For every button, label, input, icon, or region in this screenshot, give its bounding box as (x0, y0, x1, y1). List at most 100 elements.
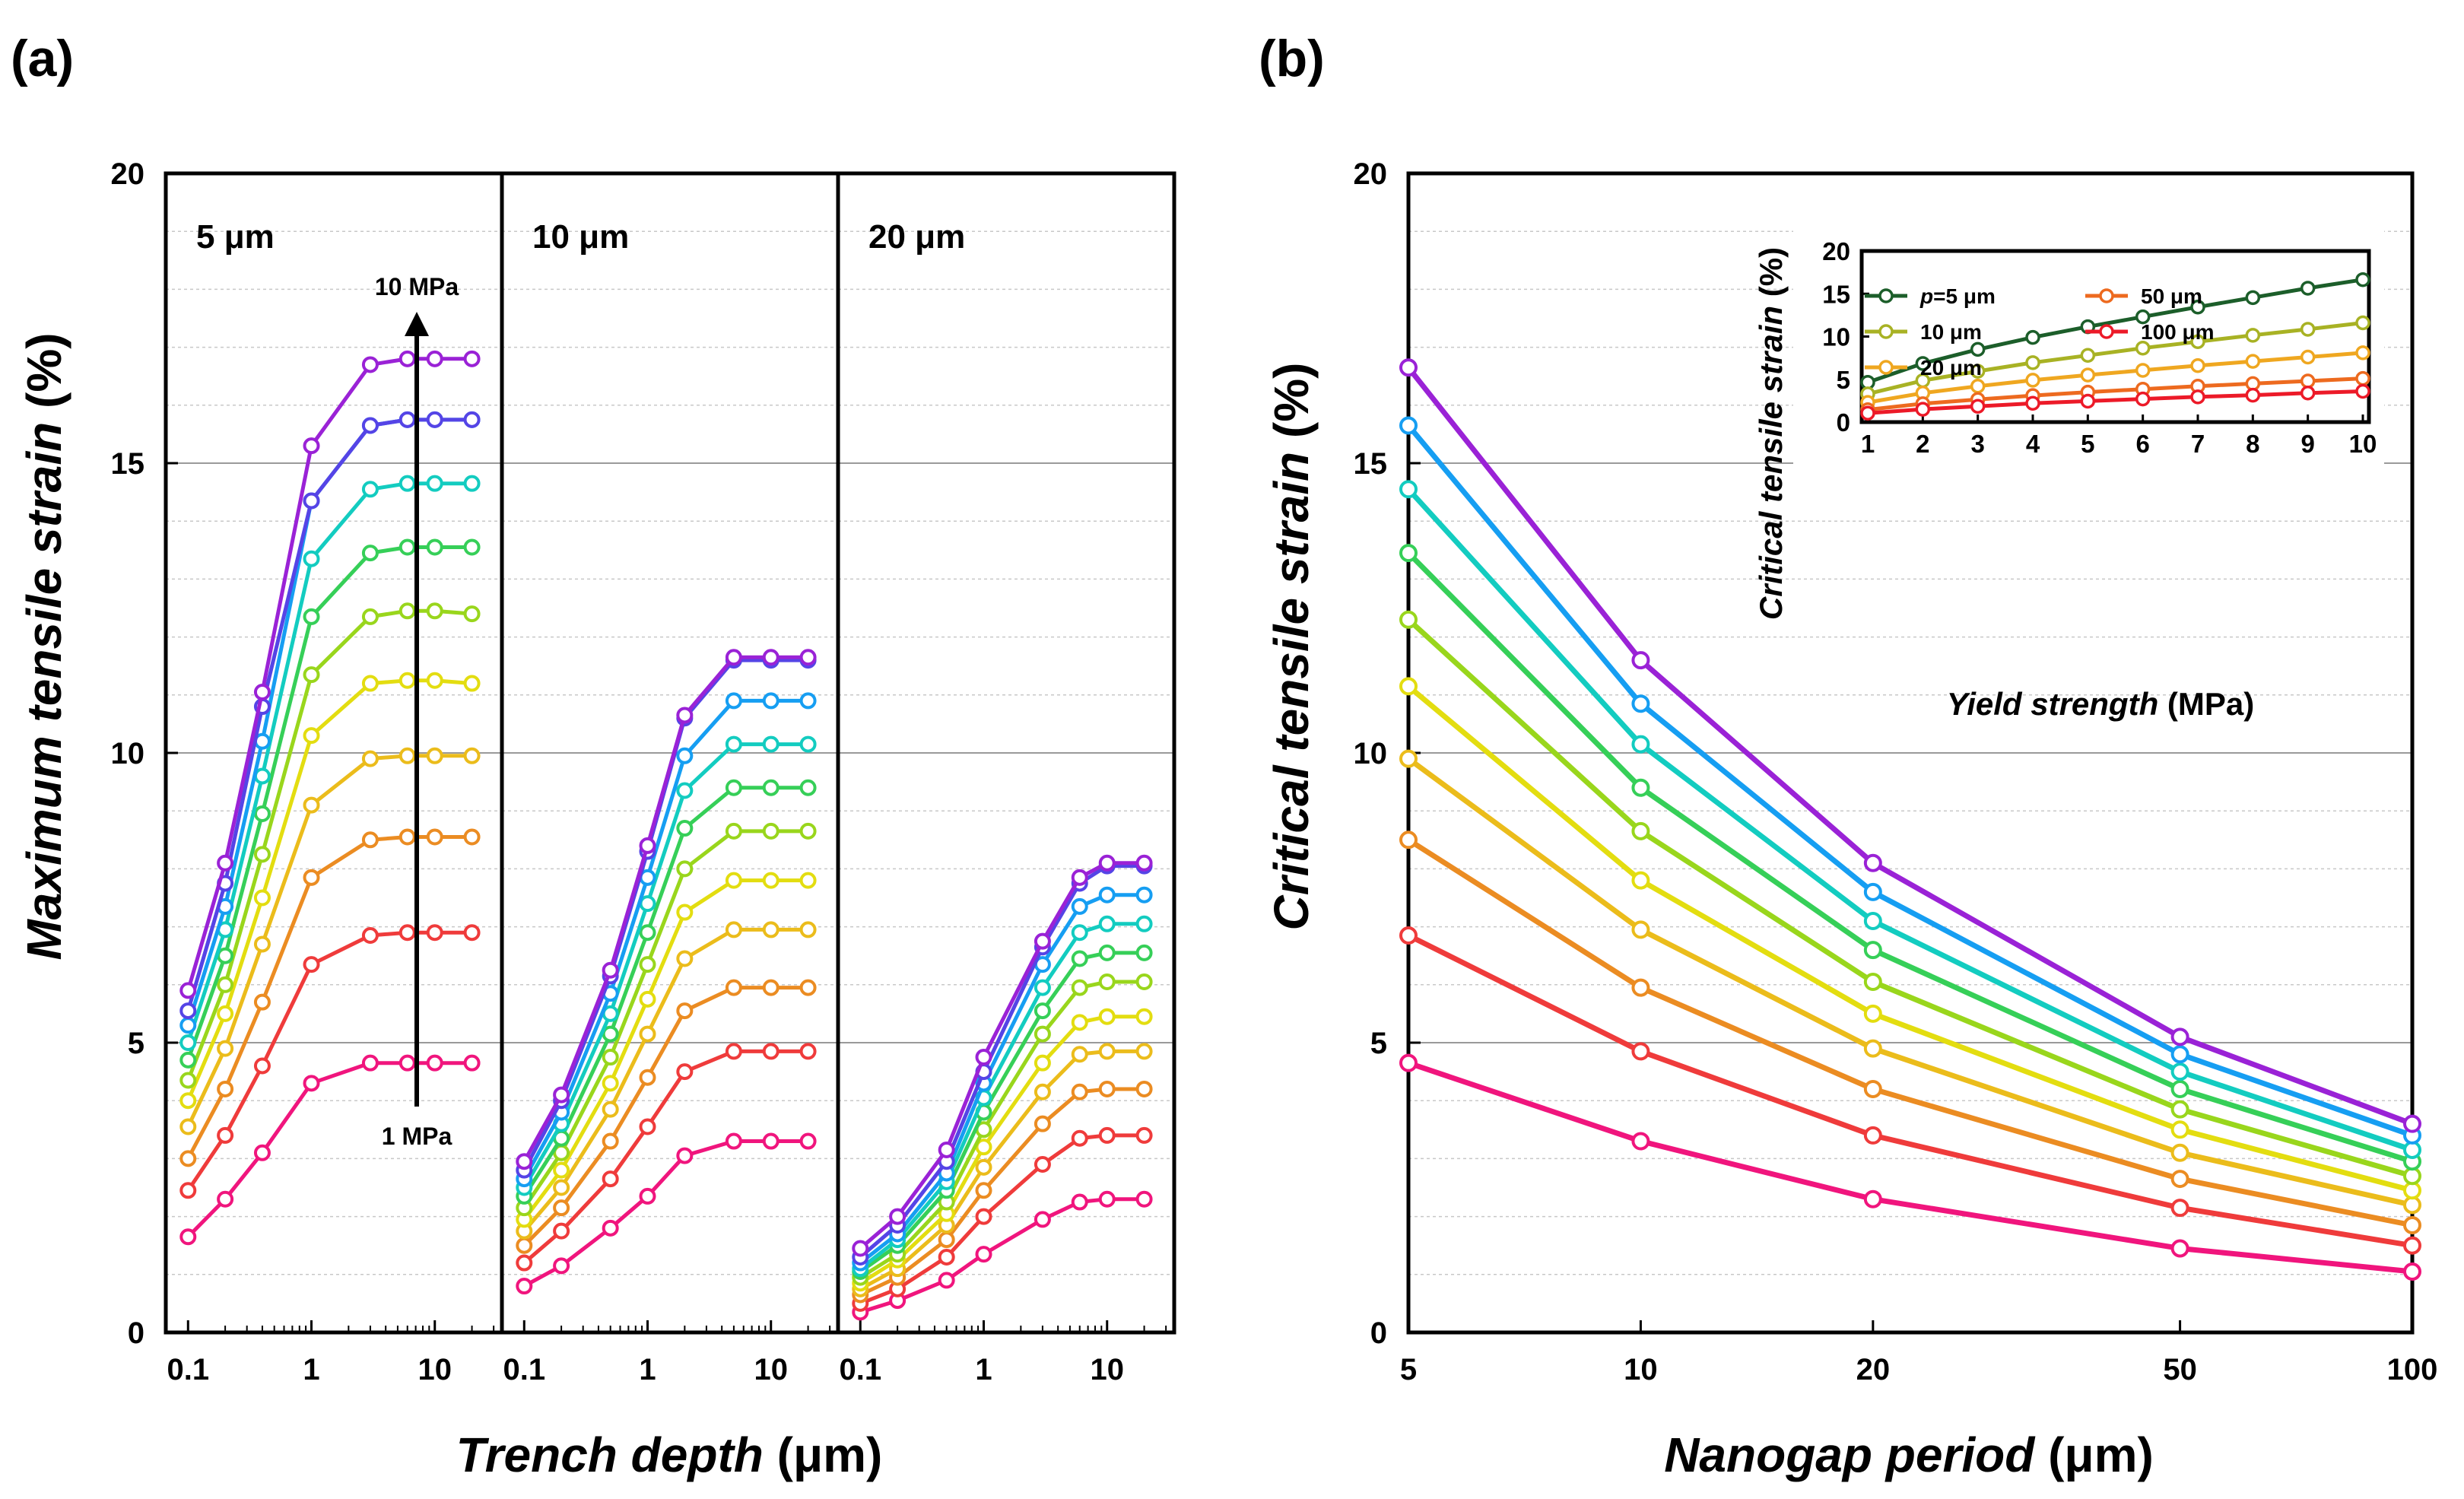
data-point (602, 1219, 619, 1237)
data-point (426, 672, 443, 689)
data-point (1863, 1126, 1882, 1145)
y-tick-label: 10 (1822, 323, 1850, 351)
y-tick-label: 15 (111, 447, 145, 481)
data-point (1071, 1014, 1088, 1031)
data-point (1034, 1054, 1051, 1072)
data-point (1098, 1043, 1116, 1060)
data-point (725, 921, 742, 938)
data-point (639, 1069, 656, 1086)
panel-label-a: (a) (11, 30, 74, 87)
data-point (2403, 1114, 2421, 1133)
data-point (2300, 373, 2316, 389)
data-point (1071, 979, 1088, 996)
data-point (1071, 869, 1088, 886)
x-tick-label: 10 (754, 1353, 788, 1386)
data-point (1071, 1046, 1088, 1063)
data-point (361, 356, 379, 373)
data-point (799, 649, 817, 666)
legend-label-20: 20 μm (1920, 356, 1982, 380)
data-point (553, 1199, 570, 1217)
data-point (1863, 972, 1882, 991)
x-tick-label: 8 (2246, 430, 2259, 458)
y-tick-label: 20 (1354, 157, 1388, 191)
data-point (2403, 1140, 2421, 1159)
data-point (1915, 356, 1931, 371)
arrow-label-10mpa: 10 MPa (375, 273, 459, 300)
data-point (676, 782, 694, 799)
data-point (1034, 1156, 1051, 1173)
data-point (217, 1126, 234, 1144)
x-tick-label: 10 (2349, 430, 2377, 458)
x-tick-label: 5 (1400, 1353, 1417, 1386)
data-point (938, 1248, 955, 1266)
data-point (1863, 853, 1882, 872)
subplot-label: 20 μm (868, 218, 965, 256)
data-point (1399, 749, 1418, 768)
panel-label-b: (b) (1259, 30, 1325, 87)
series-line (1407, 1060, 2413, 1275)
data-point (398, 411, 416, 428)
y-tick-label: 5 (1370, 1027, 1387, 1060)
legend-label-10: 10 μm (1920, 320, 1982, 344)
data-point (217, 1190, 234, 1208)
data-point (2190, 389, 2205, 405)
data-point (1034, 1211, 1051, 1228)
legend-label-50: 50 μm (2141, 284, 2202, 308)
data-point (426, 350, 443, 367)
data-point (2300, 386, 2316, 401)
data-point (1631, 694, 1650, 713)
inset-x-title: Yield strength (MPa) (1947, 686, 2254, 722)
data-point (361, 417, 379, 434)
data-point (2190, 334, 2205, 349)
data-point (2403, 1167, 2421, 1186)
data-point (602, 961, 619, 979)
data-point (217, 947, 234, 964)
data-point (975, 1208, 992, 1225)
data-point (1970, 379, 1986, 394)
data-point (463, 605, 481, 623)
x-tick-label: 1 (975, 1353, 992, 1386)
data-point (1098, 944, 1116, 961)
data-point (253, 805, 271, 823)
data-point (1071, 1129, 1088, 1147)
data-point (2080, 393, 2096, 409)
data-point (725, 1132, 742, 1150)
data-point (1034, 1025, 1051, 1043)
inset-plot: 1 2 3 4 5 6 7 8 9 10 0 5 10 15 20 (1793, 228, 2384, 506)
data-point (516, 1254, 533, 1272)
x-tick-label: 6 (2135, 430, 2149, 458)
data-point (1863, 941, 1882, 960)
data-point (2190, 358, 2205, 373)
data-point (1399, 544, 1418, 563)
data-point (426, 538, 443, 556)
x-tick-label: 3 (1970, 430, 1984, 458)
data-point (602, 1075, 619, 1092)
data-point (639, 924, 656, 942)
data-point (463, 411, 481, 428)
data-point (516, 1237, 533, 1254)
data-point (676, 707, 694, 724)
legend-marker (1878, 288, 1894, 303)
data-point (799, 921, 817, 938)
data-point (1970, 341, 1986, 357)
data-point (426, 924, 443, 942)
data-point (1135, 1043, 1153, 1060)
data-point (179, 1150, 197, 1167)
data-point (975, 1158, 992, 1176)
data-point (303, 956, 320, 973)
data-point (1631, 821, 1650, 840)
data-point (2135, 391, 2151, 407)
data-point (398, 602, 416, 620)
y-tick-label: 10 (1354, 737, 1388, 770)
data-point (2170, 1045, 2189, 1064)
data-point (303, 727, 320, 745)
data-point (2245, 290, 2261, 306)
data-point (1399, 480, 1418, 499)
series-line (1407, 837, 2413, 1228)
data-point (217, 1040, 234, 1057)
data-point (1098, 854, 1116, 872)
data-point (1970, 399, 1986, 414)
data-point (938, 1141, 955, 1158)
x-tick-label: 4 (2026, 430, 2040, 458)
